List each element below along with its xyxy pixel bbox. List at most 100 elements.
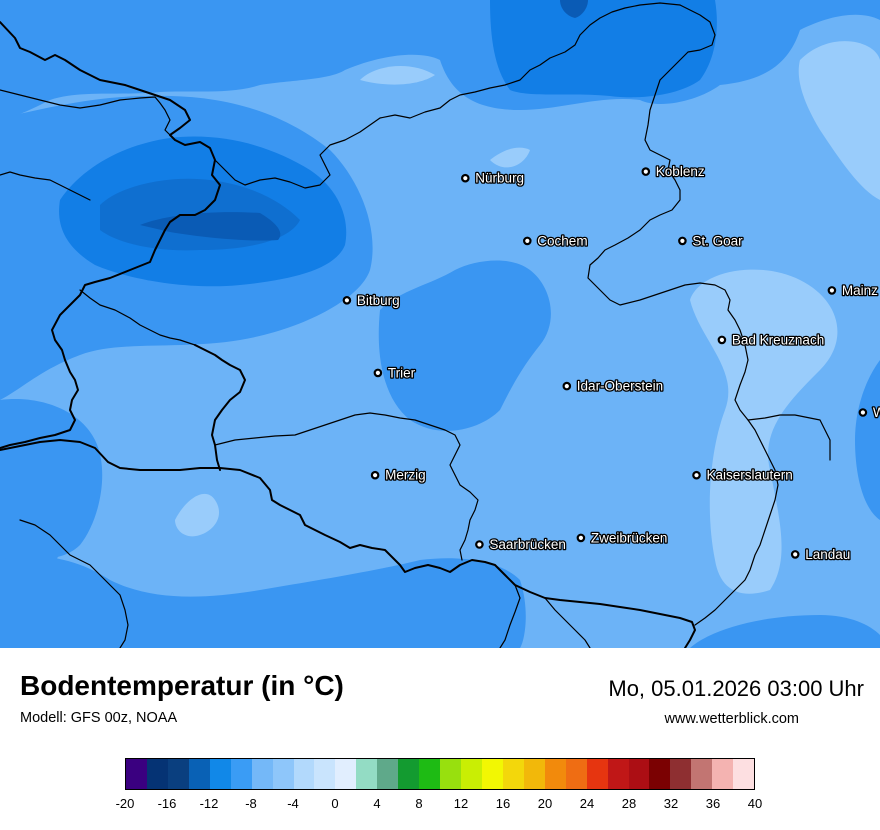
city-label: Bitburg <box>357 293 400 308</box>
city-marker <box>641 167 651 176</box>
field-band-southwest-edge <box>0 399 103 561</box>
scale-tick-label: 28 <box>621 796 637 811</box>
scale-tick-label: -4 <box>287 796 299 811</box>
city-label: Trier <box>388 365 416 380</box>
city-marker <box>827 286 837 295</box>
scale-swatch <box>712 759 734 789</box>
scale-tick-label: -20 <box>115 796 135 811</box>
scale-tick-label: 24 <box>579 796 595 811</box>
city-marker <box>373 368 383 378</box>
scale-swatch <box>607 759 629 789</box>
scale-swatch <box>461 759 482 789</box>
model-label: Modell: GFS 00z, NOAA <box>20 710 178 726</box>
scale-tick-label: 20 <box>537 796 553 811</box>
city-label: Idar-Oberstein <box>577 379 663 394</box>
state-border-luxembourg-belgium <box>19 289 196 648</box>
scale-swatch <box>586 759 608 789</box>
scale-swatch <box>293 759 315 789</box>
website-link[interactable]: www.wetterblick.com <box>664 711 799 727</box>
scale-tick-label: 12 <box>453 796 469 811</box>
scale-tick-label: 0 <box>331 796 339 811</box>
city-markers: Nürburg Koblenz Cochem St. Goar Bitburg Mainz… <box>342 163 880 563</box>
scale-swatch <box>230 759 252 789</box>
city-marker <box>576 533 586 543</box>
state-border-saarland <box>214 412 479 561</box>
city-marker <box>460 173 470 183</box>
field-cold-northeast <box>490 0 717 98</box>
city-label: St. Goar <box>692 233 743 248</box>
map-title: Bodentemperatur (in °C) <box>20 670 344 701</box>
field-band-east <box>855 360 880 520</box>
field-band-central <box>378 260 551 431</box>
scale-swatch <box>691 759 713 789</box>
scale-swatch <box>188 759 210 789</box>
city-marker <box>717 335 727 345</box>
city-marker <box>475 540 484 549</box>
scale-swatch <box>733 759 755 789</box>
field-light-northeast <box>798 41 880 201</box>
city-label: Zweibrücken <box>591 530 668 545</box>
state-border-north <box>0 2 681 189</box>
scale-swatch <box>628 759 650 789</box>
city-label: Kaiserslautern <box>707 468 793 483</box>
city-marker <box>678 236 687 246</box>
city-label: Landau <box>805 547 850 562</box>
scale-swatch <box>670 759 692 789</box>
scale-swatch <box>481 759 503 789</box>
scale-swatch <box>440 759 461 789</box>
scale-swatch <box>565 759 587 789</box>
temperature-field <box>0 0 880 648</box>
scale-tick-label: 8 <box>415 796 423 811</box>
border-southeast <box>499 584 591 648</box>
scale-tick-label: -8 <box>245 796 257 811</box>
national-border-france <box>0 439 696 648</box>
scale-tick-label: -16 <box>157 796 177 811</box>
field-coldest-north <box>560 0 588 18</box>
city-label: Nürburg <box>475 171 524 186</box>
field-band-southwest <box>0 556 526 648</box>
borders <box>0 2 831 648</box>
scale-swatch <box>523 759 545 789</box>
scale-swatch <box>335 759 357 789</box>
city-marker <box>858 408 868 417</box>
city-marker <box>692 470 701 480</box>
color-scale-ticks: -20 -16 -12 -8 -4 0 4 8 12 16 20 24 28 32 36 40 <box>116 796 763 814</box>
state-border-baden <box>747 414 831 461</box>
scale-swatch <box>126 759 147 789</box>
city-marker <box>790 550 800 559</box>
scale-swatch <box>398 759 420 789</box>
scale-tick-label: -12 <box>199 796 219 811</box>
city-marker <box>370 470 380 480</box>
national-border <box>0 21 221 449</box>
scale-swatch <box>167 759 189 789</box>
city-label: Bad Kreuznach <box>732 332 824 347</box>
city-marker <box>562 381 572 391</box>
color-scale <box>125 758 755 790</box>
scale-swatch <box>251 759 273 789</box>
scale-tick-label: 40 <box>747 796 763 811</box>
scale-swatch <box>314 759 336 789</box>
scale-tick-label: 4 <box>373 796 381 811</box>
scale-swatch <box>146 759 168 789</box>
field-light-saar <box>175 493 220 537</box>
city-label: Koblenz <box>656 164 705 179</box>
scale-swatch <box>272 759 294 789</box>
scale-swatch <box>419 759 441 789</box>
state-border-hesse <box>587 4 779 626</box>
city-label: Cochem <box>537 233 587 248</box>
scale-swatch <box>502 759 524 789</box>
temperature-map: Nürburg Koblenz Cochem St. Goar Bitburg Mainz… <box>0 0 880 648</box>
city-label: Saarbrücken <box>489 537 566 552</box>
field-light-mid <box>490 147 530 168</box>
scale-swatch <box>544 759 566 789</box>
scale-swatch <box>377 759 399 789</box>
datetime-label: Mo, 05.01.2026 03:00 Uhr <box>608 676 864 701</box>
city-marker <box>522 236 532 246</box>
scale-tick-label: 16 <box>495 796 511 811</box>
city-label: Merzig <box>385 468 426 483</box>
national-border-luxembourg <box>194 344 246 471</box>
field-band-southeast <box>690 615 880 648</box>
city-marker <box>342 295 352 305</box>
field-light-north <box>360 65 435 85</box>
scale-swatch <box>649 759 671 789</box>
